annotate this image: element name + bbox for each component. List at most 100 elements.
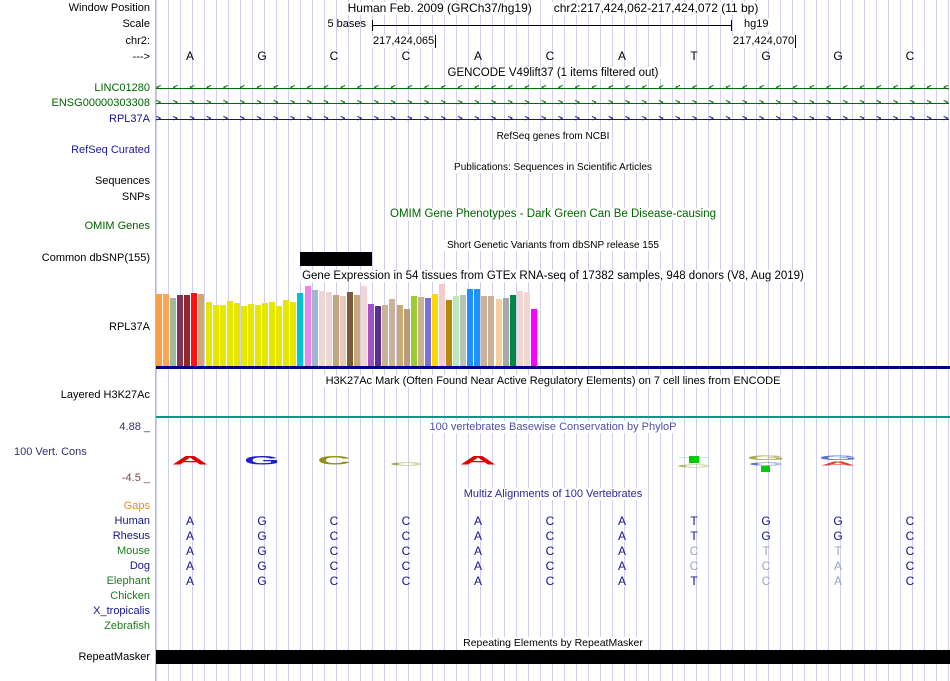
- species-label-x_tropicalis[interactable]: X_tropicalis: [93, 605, 150, 617]
- gtex-bar-45[interactable]: [467, 289, 473, 366]
- species-label-human[interactable]: Human: [114, 515, 150, 527]
- gtex-bar-22[interactable]: [305, 286, 311, 366]
- track-title[interactable]: Publications: Sequences in Scientific Ar…: [156, 161, 950, 174]
- gtex-bar-36[interactable]: [404, 309, 410, 366]
- gtex-bar-50[interactable]: [503, 298, 509, 366]
- track-title[interactable]: Gene Expression in 54 tissues from GTEx …: [156, 270, 950, 283]
- gtex-bar-18[interactable]: [276, 306, 282, 366]
- track-title[interactable]: Repeating Elements by RepeatMasker: [156, 637, 950, 650]
- gtex-bar-39[interactable]: [425, 298, 431, 366]
- species-label-dog[interactable]: Dog: [129, 560, 150, 572]
- gtex-bar-5[interactable]: [184, 295, 190, 366]
- track-title[interactable]: OMIM Gene Phenotypes - Dark Green Can Be…: [156, 208, 950, 221]
- track-title[interactable]: Short Genetic Variants from dbSNP releas…: [156, 239, 950, 252]
- gtex-bar-51[interactable]: [510, 295, 516, 366]
- gtex-bar-24[interactable]: [319, 291, 325, 366]
- gtex-bar-48[interactable]: [488, 296, 494, 366]
- linc01280-strand[interactable]: < < < < < < < < < < < < < < < < < < < < < < < < < < < < < < < < < < < < < < < <…: [156, 82, 949, 95]
- gtex-bar-8[interactable]: [206, 302, 212, 366]
- track-label-ensg00000303308[interactable]: ENSG00000303308: [51, 97, 150, 109]
- gtex-bar-3[interactable]: [170, 298, 176, 366]
- gtex-bar-31[interactable]: [368, 304, 374, 366]
- gtex-bar-33[interactable]: [382, 305, 388, 366]
- gtex-bar-6[interactable]: [191, 293, 197, 366]
- gtex-bar-34[interactable]: [389, 299, 395, 366]
- gtex-bar-25[interactable]: [326, 292, 332, 366]
- gtex-bar-42[interactable]: [446, 300, 452, 366]
- gtex-bar-35[interactable]: [397, 305, 403, 366]
- gtex-bar-43[interactable]: [453, 296, 459, 366]
- gtex-bar-52[interactable]: [517, 291, 523, 366]
- gtex-bar-27[interactable]: [340, 296, 346, 366]
- gtex-bar-49[interactable]: [496, 299, 502, 366]
- gtex-bar-47[interactable]: [481, 296, 487, 366]
- gtex-bar-37[interactable]: [411, 296, 417, 366]
- gtex-bar-30[interactable]: [361, 286, 367, 366]
- species-label-zebrafish[interactable]: Zebrafish: [104, 620, 150, 632]
- rpl37a-strand[interactable]: > > > > > > > > > > > > > > > > > > > > > > > > > > > > > > > > > > > > > > > >…: [156, 113, 949, 126]
- track-label-common-dbsnp-155[interactable]: Common dbSNP(155): [41, 252, 150, 264]
- gtex-bar-20[interactable]: [290, 302, 296, 366]
- species-label-mouse[interactable]: Mouse: [116, 545, 150, 557]
- gtex-bar-46[interactable]: [474, 289, 480, 366]
- gtex-bar-28[interactable]: [347, 292, 353, 366]
- gtex-bar-19[interactable]: [283, 300, 289, 366]
- gtex-bar-10[interactable]: [220, 305, 226, 366]
- species-label-gaps[interactable]: Gaps: [123, 500, 150, 512]
- track-label-snps[interactable]: SNPs: [121, 191, 150, 203]
- track-label-repeatmasker[interactable]: RepeatMasker: [78, 651, 150, 663]
- gtex-bar-13[interactable]: [241, 306, 247, 366]
- gtex-bar-40[interactable]: [432, 294, 438, 366]
- gtex-bar-17[interactable]: [269, 302, 275, 366]
- gtex-bar-53[interactable]: [524, 292, 530, 366]
- gtex-bar-1[interactable]: [156, 294, 162, 366]
- track-label-omim-genes[interactable]: OMIM Genes: [84, 220, 150, 232]
- track-label-rpl37a[interactable]: RPL37A: [109, 321, 150, 333]
- gtex-bar-54[interactable]: [531, 309, 537, 366]
- gtex-bar-2[interactable]: [163, 294, 169, 366]
- gtex-bar-21[interactable]: [297, 293, 303, 366]
- gtex-bar-26[interactable]: [333, 295, 339, 366]
- gtex-bar-4[interactable]: [177, 295, 183, 366]
- gtex-bar-38[interactable]: [418, 297, 424, 366]
- gtex-bar-14[interactable]: [248, 304, 254, 366]
- alignment-base: A: [617, 574, 626, 588]
- track-title[interactable]: H3K27Ac Mark (Often Found Near Active Re…: [156, 375, 950, 388]
- gtex-bar-32[interactable]: [375, 306, 381, 366]
- gtex-bar-7[interactable]: [198, 294, 204, 366]
- track-title[interactable]: Multiz Alignments of 100 Vertebrates: [156, 488, 950, 501]
- gtex-bar-44[interactable]: [460, 295, 466, 366]
- gtex-bar-41[interactable]: [439, 284, 445, 366]
- strand-arrowhead: >: [725, 98, 731, 108]
- track-title[interactable]: RefSeq genes from NCBI: [156, 130, 950, 143]
- gtex-bar-29[interactable]: [354, 295, 360, 366]
- strand-arrowhead: <: [893, 83, 899, 93]
- gtex-bar-9[interactable]: [213, 305, 219, 366]
- track-label-100-vert-cons[interactable]: 100 Vert. Cons: [14, 446, 87, 458]
- species-label-elephant[interactable]: Elephant: [106, 575, 150, 587]
- track-label-sequences[interactable]: Sequences: [94, 175, 150, 187]
- species-label-rhesus[interactable]: Rhesus: [112, 530, 150, 542]
- strand-arrowhead: >: [926, 98, 932, 108]
- track-label-refseq-curated[interactable]: RefSeq Curated: [71, 144, 150, 156]
- track-title-text: Gene Expression in 54 tissues from GTEx …: [299, 270, 807, 282]
- gtex-bar-12[interactable]: [234, 303, 240, 366]
- track-label-linc01280[interactable]: LINC01280: [94, 82, 150, 94]
- gtex-bar-23[interactable]: [312, 290, 318, 366]
- track-title[interactable]: GENCODE V49lift37 (1 items filtered out): [156, 67, 950, 80]
- gtex-bar-11[interactable]: [227, 301, 233, 366]
- track-label-layered-h3k27ac[interactable]: Layered H3K27Ac: [60, 389, 150, 401]
- species-label-chicken[interactable]: Chicken: [110, 590, 150, 602]
- ensg00000303308-strand[interactable]: > > > > > > > > > > > > > > > > > > > > > > > > > > > > > > > > > > > > > > > >…: [156, 97, 949, 110]
- gtex-bar-16[interactable]: [262, 303, 268, 366]
- gtex-bar-15[interactable]: [255, 305, 261, 366]
- track-title[interactable]: 100 vertebrates Basewise Conservation by…: [156, 421, 950, 434]
- repeatmasker-element[interactable]: [156, 650, 950, 664]
- track-label-rpl37a[interactable]: RPL37A: [109, 113, 150, 125]
- common-dbsnp-variant[interactable]: [300, 252, 372, 266]
